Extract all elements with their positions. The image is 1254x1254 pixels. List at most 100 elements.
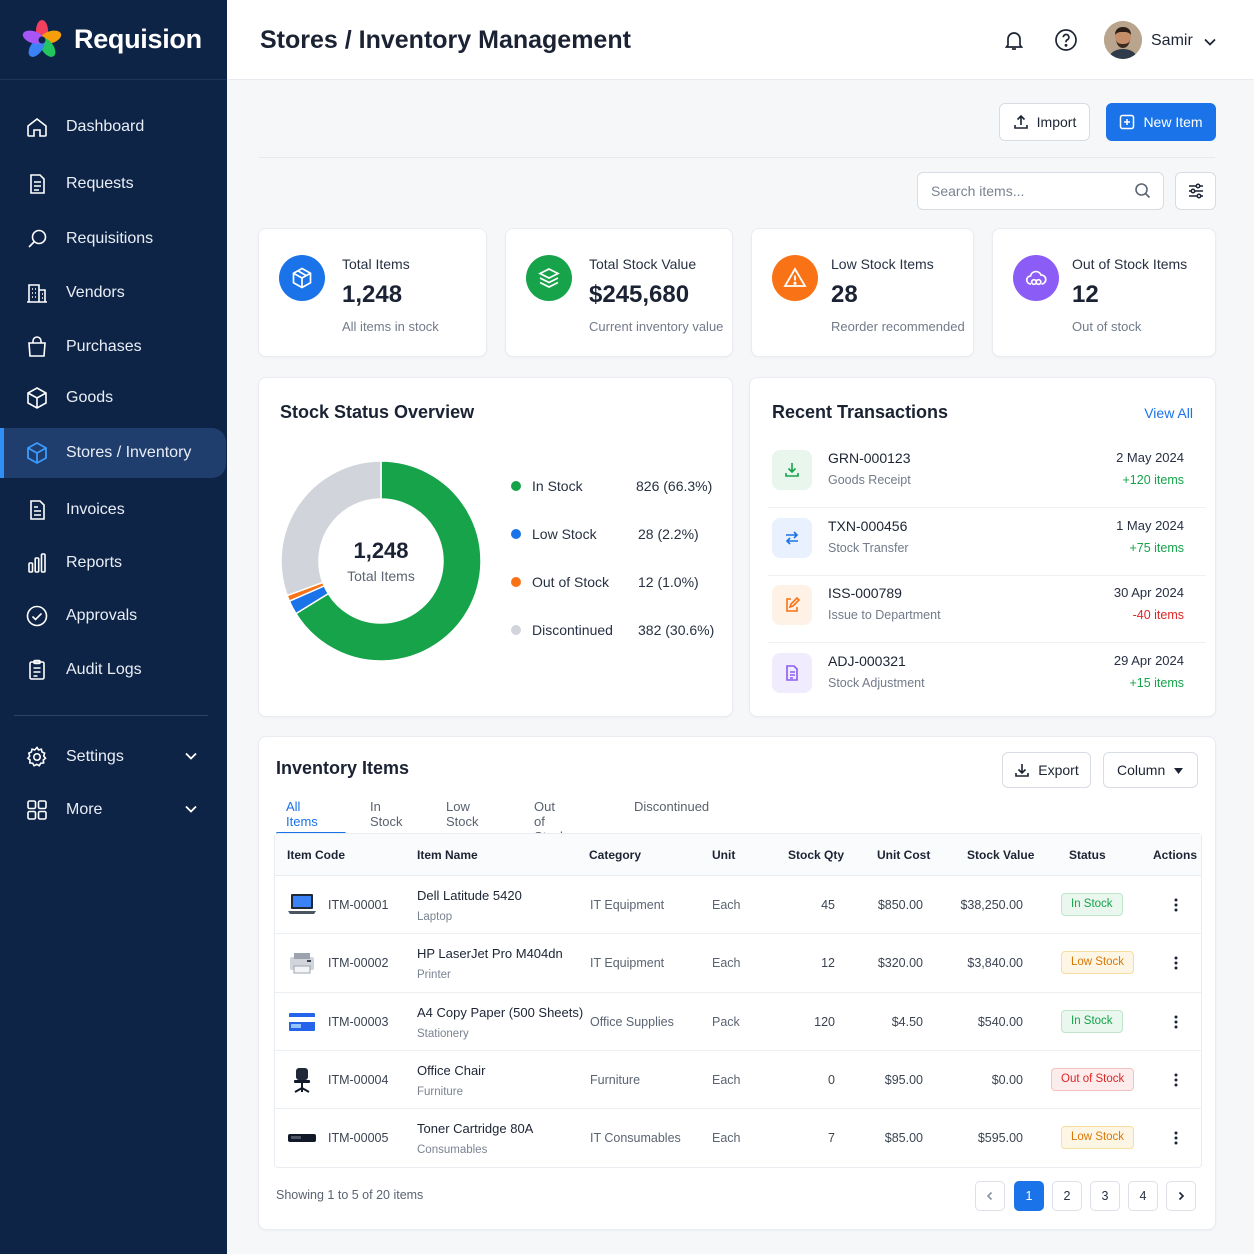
more-actions-icon[interactable] xyxy=(1172,1069,1180,1091)
chevron-down-icon[interactable] xyxy=(1203,35,1217,49)
column-header[interactable]: Item Name xyxy=(417,848,478,862)
sidebar-item-stores-inventory[interactable]: Stores / Inventory xyxy=(0,428,226,478)
column-header[interactable]: Unit Cost xyxy=(877,848,931,862)
page-button-1[interactable]: 1 xyxy=(1014,1181,1044,1211)
table-row[interactable]: ITM-00005 Toner Cartridge 80A Consumable… xyxy=(275,1109,1201,1167)
item-name[interactable]: HP LaserJet Pro M404dn xyxy=(417,946,563,962)
user-name[interactable]: Samir xyxy=(1151,32,1193,49)
column-header[interactable]: Unit xyxy=(712,848,736,862)
bell-icon[interactable] xyxy=(1002,28,1026,52)
help-icon[interactable] xyxy=(1054,28,1078,52)
stat-card-low-stock: Low Stock Items 28 Reorder recommended xyxy=(751,228,974,357)
item-unit: Each xyxy=(712,956,741,971)
tab-out-of-stock[interactable]: Out of Stock xyxy=(534,799,567,844)
more-actions-icon[interactable] xyxy=(1172,1127,1180,1149)
sidebar-item-reports[interactable]: Reports xyxy=(4,538,226,588)
item-stock-value: $540.00 xyxy=(977,1014,1023,1029)
sidebar-item-dashboard[interactable]: Dashboard xyxy=(4,102,226,152)
table-row[interactable]: ITM-00001 Dell Latitude 5420 Laptop IT E… xyxy=(275,876,1201,935)
sliders-icon xyxy=(1188,183,1203,199)
sidebar-item-purchases[interactable]: Purchases xyxy=(4,322,226,372)
sidebar-item-invoices[interactable]: Invoices xyxy=(4,485,226,535)
page-button-3[interactable]: 3 xyxy=(1090,1181,1120,1211)
column-header[interactable]: Stock Qty xyxy=(788,848,845,862)
document-icon xyxy=(24,171,50,197)
legend-item-out-of-stock: Out of Stock 12 (1.0%) xyxy=(511,572,699,592)
new-item-label: New Item xyxy=(1143,114,1203,130)
next-page-button[interactable] xyxy=(1166,1181,1196,1211)
transaction-row[interactable]: ADJ-000321 Stock Adjustment 29 Apr 2024 … xyxy=(768,643,1206,711)
transaction-date: 29 Apr 2024 xyxy=(1113,652,1184,668)
transaction-row[interactable]: GRN-000123 Goods Receipt 2 May 2024 +120… xyxy=(768,440,1206,508)
avatar[interactable] xyxy=(1104,21,1142,59)
tab-low-stock[interactable]: Low Stock xyxy=(446,799,479,829)
prev-page-button[interactable] xyxy=(975,1181,1005,1211)
stat-value: 1,248 xyxy=(342,281,403,308)
search-icon[interactable] xyxy=(1134,182,1151,199)
table-row[interactable]: ITM-00003 A4 Copy Paper (500 Sheets) Sta… xyxy=(275,993,1201,1051)
item-name[interactable]: Office Chair xyxy=(417,1062,486,1078)
stat-value: 28 xyxy=(831,281,858,308)
filter-button[interactable] xyxy=(1175,172,1216,210)
stat-value: $245,680 xyxy=(589,281,690,308)
more-actions-icon[interactable] xyxy=(1172,894,1180,916)
sidebar-divider xyxy=(14,715,208,716)
table-row[interactable]: ITM-00002 HP LaserJet Pro M404dn Printer… xyxy=(275,934,1201,993)
tab-in-stock[interactable]: In Stock xyxy=(370,799,403,829)
page-button-2[interactable]: 2 xyxy=(1052,1181,1082,1211)
sidebar-item-label: More xyxy=(66,801,103,818)
transaction-row[interactable]: ISS-000789 Issue to Department 30 Apr 20… xyxy=(768,575,1206,643)
sidebar-item-label: Purchases xyxy=(66,338,142,355)
bar-chart-icon xyxy=(24,550,50,576)
status-badge: In Stock xyxy=(1061,893,1123,916)
column-header[interactable]: Category xyxy=(589,848,642,862)
view-all-link[interactable]: View All xyxy=(1144,405,1193,421)
sidebar-item-audit-logs[interactable]: Audit Logs xyxy=(4,645,226,695)
column-header[interactable]: Status xyxy=(1069,848,1106,862)
table-row[interactable]: ITM-00004 Office Chair Furniture Furnitu… xyxy=(275,1051,1201,1110)
donut-slice-in-stock[interactable] xyxy=(294,460,482,662)
building-icon xyxy=(24,280,50,306)
column-header[interactable]: Stock Value xyxy=(967,848,1035,862)
item-name[interactable]: Toner Cartridge 80A xyxy=(417,1121,534,1137)
more-actions-icon[interactable] xyxy=(1172,952,1180,974)
donut-slice-discontinued[interactable] xyxy=(280,460,382,597)
section-title: Stock Status Overview xyxy=(280,402,475,422)
sidebar-item-goods[interactable]: Goods xyxy=(4,373,226,423)
donut-center-value: 1,248 xyxy=(353,538,409,563)
item-stock-value: $595.00 xyxy=(977,1131,1023,1146)
sidebar-item-approvals[interactable]: Approvals xyxy=(4,591,226,641)
search-input[interactable] xyxy=(917,172,1164,210)
sidebar-item-more[interactable]: More xyxy=(4,785,226,835)
legend-value: 28 (2.2%) xyxy=(638,526,699,542)
item-code: ITM-00004 xyxy=(328,1072,389,1087)
sidebar-item-label: Requests xyxy=(66,175,134,192)
warning-icon xyxy=(772,255,818,301)
sidebar-item-requisitions[interactable]: Requisitions xyxy=(4,214,226,264)
new-item-button[interactable]: New Item xyxy=(1106,103,1216,141)
item-stock-qty: 45 xyxy=(821,898,835,912)
item-name[interactable]: Dell Latitude 5420 xyxy=(417,888,522,903)
tab-all-items[interactable]: All Items xyxy=(286,799,318,829)
transaction-id: ISS-000789 xyxy=(828,585,902,601)
column-select[interactable]: Column xyxy=(1103,752,1198,788)
export-button[interactable]: Export xyxy=(1002,752,1091,788)
status-badge: Low Stock xyxy=(1061,951,1135,975)
sidebar-item-settings[interactable]: Settings xyxy=(4,732,226,782)
legend-label: Discontinued xyxy=(532,622,613,638)
stock-donut-chart xyxy=(280,460,482,662)
sidebar-item-requests[interactable]: Requests xyxy=(4,159,226,209)
item-category: Furniture xyxy=(590,1072,641,1087)
printer-icon xyxy=(285,948,319,978)
import-button[interactable]: Import xyxy=(999,103,1090,141)
sidebar-item-vendors[interactable]: Vendors xyxy=(4,268,226,318)
item-stock-qty: 7 xyxy=(828,1131,835,1146)
page-button-4[interactable]: 4 xyxy=(1128,1181,1158,1211)
item-name[interactable]: A4 Copy Paper (500 Sheets) xyxy=(417,1004,584,1020)
legend-value: 382 (30.6%) xyxy=(638,622,715,638)
transaction-row[interactable]: TXN-000456 Stock Transfer 1 May 2024 +75… xyxy=(768,508,1206,576)
brand: Requision xyxy=(0,0,227,80)
more-actions-icon[interactable] xyxy=(1172,1011,1180,1033)
tab-discontinued[interactable]: Discontinued xyxy=(634,799,710,814)
column-header[interactable]: Item Code xyxy=(287,848,346,862)
